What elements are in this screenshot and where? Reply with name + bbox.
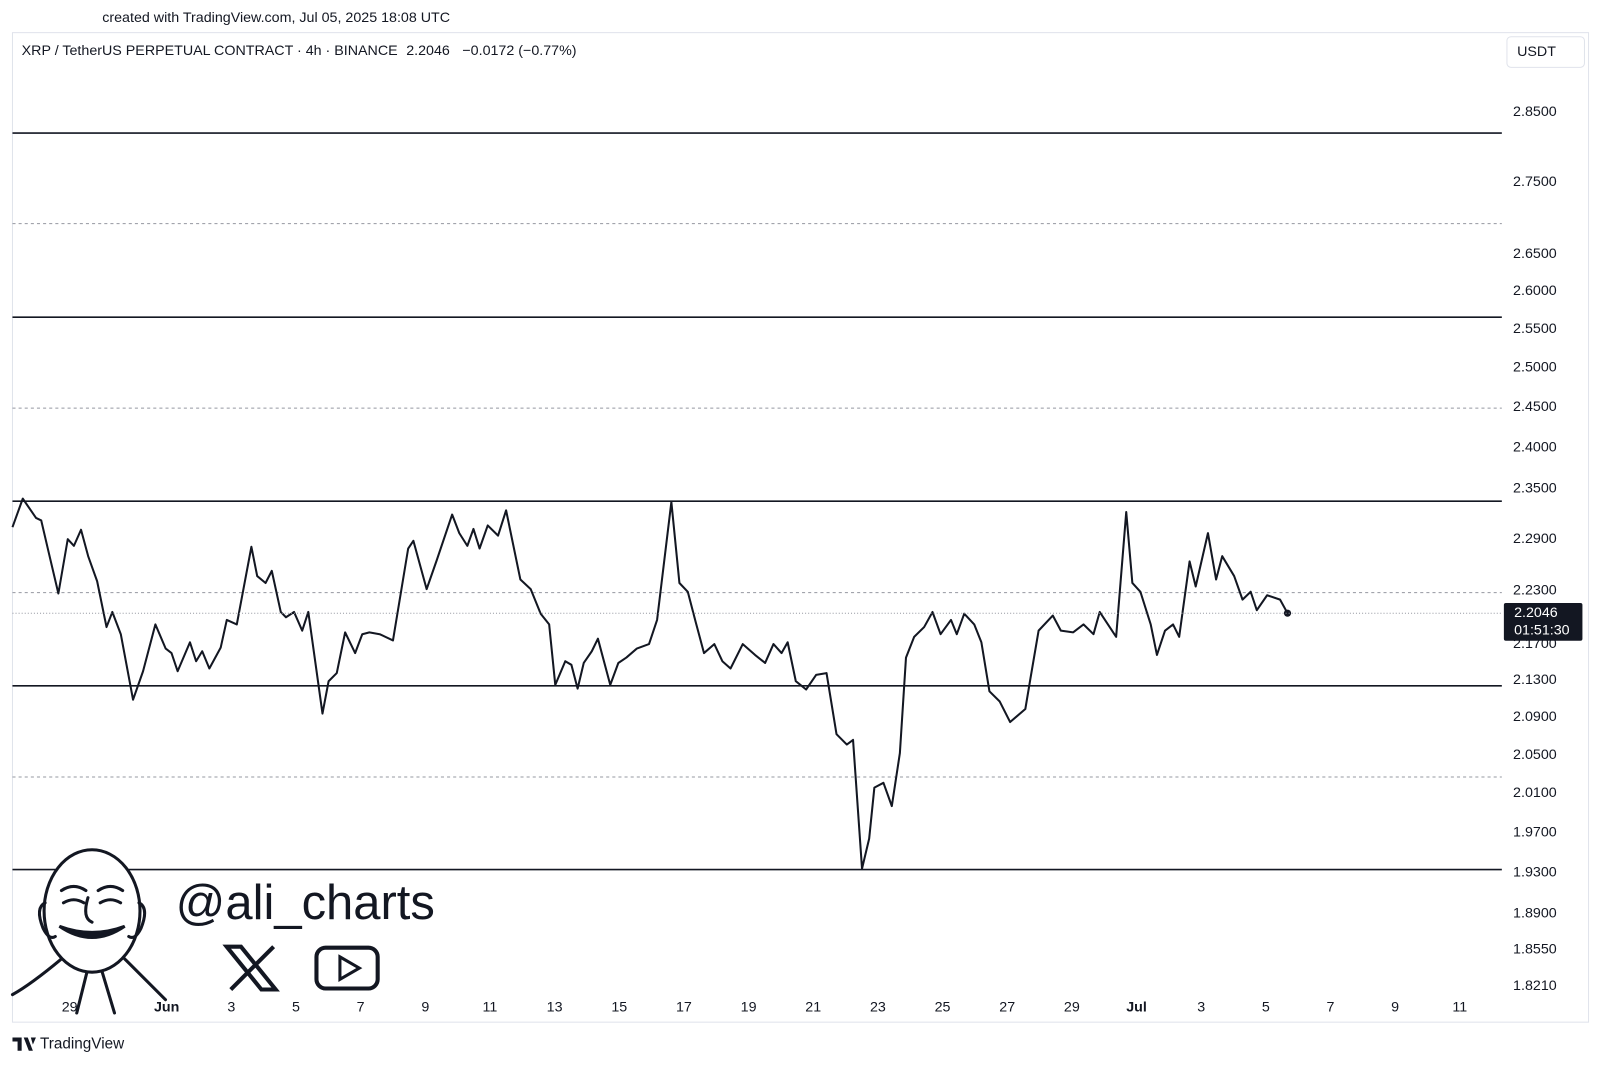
last-price-box bbox=[1503, 603, 1583, 641]
x-tick-label: 25 bbox=[935, 1000, 951, 1016]
price-line bbox=[11, 497, 1289, 870]
y-tick-label: 2.5000 bbox=[1513, 360, 1557, 376]
y-tick-label: 1.8900 bbox=[1513, 905, 1557, 921]
footer-brand: TradingView bbox=[40, 1036, 125, 1053]
x-tick-label: 11 bbox=[483, 1000, 498, 1016]
y-tick-label: 2.2900 bbox=[1513, 531, 1557, 547]
y-axis: 2.8500 2.7500 2.6500 2.6000 2.5500 2.5000 2.45… bbox=[1501, 104, 1557, 994]
x-tick-label: 9 bbox=[1391, 1000, 1399, 1016]
y-tick-label: 2.4000 bbox=[1513, 439, 1557, 455]
y-tick-label: 1.9700 bbox=[1513, 824, 1557, 840]
currency-button[interactable] bbox=[1506, 36, 1585, 68]
x-tick-label: 13 bbox=[547, 1000, 563, 1016]
y-tick-label: 2.3500 bbox=[1513, 480, 1557, 496]
x-tick-label: 7 bbox=[1327, 1000, 1335, 1016]
x-tick-label: Jul bbox=[1126, 1000, 1147, 1016]
symbol-title: XRP / TetherUS PERPETUAL CONTRACT · 4h ·… bbox=[22, 43, 398, 59]
x-tick-label: 17 bbox=[676, 1000, 692, 1016]
countdown-label: 01:51:30 bbox=[1514, 622, 1570, 638]
x-tick-label: 5 bbox=[1262, 1000, 1270, 1016]
x-tick-label: 11 bbox=[1452, 1000, 1467, 1016]
y-tick-label: 2.1300 bbox=[1513, 672, 1557, 688]
x-logo bbox=[222, 944, 280, 992]
y-tick-label: 1.8550 bbox=[1513, 942, 1557, 958]
tv-logo bbox=[12, 1037, 36, 1051]
y-tick-label: 2.4500 bbox=[1513, 399, 1557, 415]
x-tick-label: 15 bbox=[611, 1000, 627, 1016]
x-tick-label: 19 bbox=[741, 1000, 757, 1016]
x-tick-label: 3 bbox=[1197, 1000, 1205, 1016]
header-price: 2.2046 bbox=[406, 43, 450, 59]
x-tick-label: 23 bbox=[870, 1000, 886, 1016]
watermark-handle: @ali_charts bbox=[176, 876, 435, 930]
y-tick-label: 2.5500 bbox=[1513, 321, 1557, 337]
y-tick-label: 2.0100 bbox=[1513, 785, 1557, 801]
x-tick-label: 27 bbox=[999, 1000, 1015, 1016]
youtube-logo bbox=[314, 945, 380, 991]
x-tick-label: 29 bbox=[62, 1000, 78, 1016]
last-point bbox=[1283, 609, 1292, 617]
y-tick-label: 2.6000 bbox=[1513, 283, 1557, 299]
x-tick-label: Jun bbox=[154, 1000, 179, 1016]
plot: 2.8500 2.7500 2.6500 2.6000 2.5500 2.5000 2.45… bbox=[11, 104, 1583, 1016]
y-tick-label: 1.9300 bbox=[1513, 864, 1557, 880]
watermark-face bbox=[10, 848, 168, 1015]
x-tick-label: 3 bbox=[227, 1000, 235, 1016]
y-tick-label: 1.8210 bbox=[1513, 978, 1557, 994]
header-change: −0.0172 (−0.77%) bbox=[462, 43, 576, 59]
x-tick-label: 29 bbox=[1064, 1000, 1080, 1016]
last-price-label: 2.2046 bbox=[1514, 605, 1558, 621]
y-tick-label: 2.6500 bbox=[1513, 246, 1557, 262]
y-tick-label: 2.0900 bbox=[1513, 709, 1557, 725]
x-tick-label: 7 bbox=[357, 1000, 365, 1016]
created-with: created with TradingView.com, Jul 05, 20… bbox=[102, 10, 450, 26]
currency[interactable]: USDT bbox=[1517, 44, 1556, 60]
y-tick-label: 2.8500 bbox=[1513, 104, 1557, 120]
x-tick-label: 9 bbox=[421, 1000, 429, 1016]
y-tick-label: 2.2300 bbox=[1513, 583, 1557, 599]
x-tick-label: 5 bbox=[292, 1000, 300, 1016]
chart-frame bbox=[11, 32, 1590, 1023]
x-tick-label: 21 bbox=[805, 1000, 821, 1016]
y-tick-label: 2.0500 bbox=[1513, 747, 1557, 763]
y-tick-label: 2.7500 bbox=[1513, 174, 1557, 190]
